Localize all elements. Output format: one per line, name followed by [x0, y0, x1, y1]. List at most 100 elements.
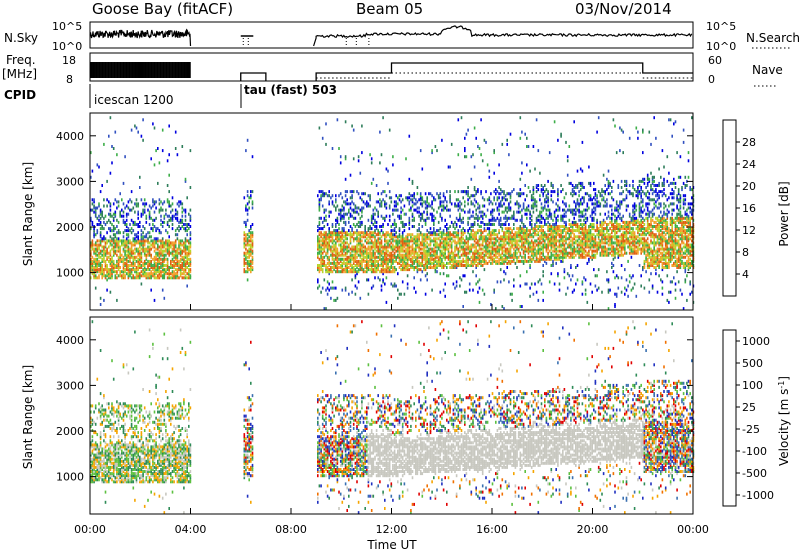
heatmap-cell	[524, 133, 526, 136]
heatmap-cell	[121, 258, 123, 261]
heatmap-cell	[160, 270, 162, 273]
heatmap-cell	[495, 202, 497, 205]
heatmap-cell	[551, 264, 553, 267]
heatmap-cell	[404, 254, 406, 257]
heatmap-cell	[360, 196, 362, 199]
heatmap-cell	[510, 207, 512, 210]
heatmap-cell	[555, 248, 557, 251]
heatmap-cell	[345, 246, 347, 249]
heatmap-cell	[348, 202, 350, 205]
heatmap-cell	[395, 194, 397, 197]
heatmap-cell	[536, 184, 538, 187]
heatmap-cell	[387, 223, 389, 226]
heatmap-cell	[361, 221, 363, 224]
heatmap-cell	[562, 229, 564, 232]
heatmap-cell	[426, 241, 428, 244]
heatmap-cell	[97, 223, 99, 226]
heatmap-cell	[449, 166, 451, 169]
heatmap-cell	[518, 202, 520, 205]
heatmap-cell	[487, 223, 489, 226]
heatmap-cell	[353, 266, 355, 269]
heatmap-cell	[441, 258, 443, 261]
heatmap-cell	[167, 231, 169, 234]
heatmap-cell	[560, 256, 562, 259]
heatmap-cell	[154, 225, 156, 228]
heatmap-cell	[345, 262, 347, 265]
heatmap-cell	[569, 241, 571, 244]
heatmap-cell	[425, 219, 427, 222]
freq-right-tick-bottom: 0	[708, 73, 715, 86]
heatmap-cell	[343, 268, 345, 271]
heatmap-cell	[159, 209, 161, 212]
heatmap-cell	[412, 205, 414, 208]
heatmap-cell	[577, 223, 579, 226]
heatmap-cell	[484, 250, 486, 253]
heatmap-cell	[580, 182, 582, 185]
heatmap-cell	[248, 235, 250, 238]
heatmap-cell	[551, 272, 553, 275]
heatmap-cell	[377, 246, 379, 249]
heatmap-cell	[131, 276, 133, 279]
heatmap-cell	[95, 258, 97, 261]
heatmap-cell	[248, 260, 250, 263]
heatmap-cell	[382, 231, 384, 234]
heatmap-cell	[394, 233, 396, 236]
heatmap-cell	[157, 182, 159, 185]
heatmap-cell	[547, 209, 549, 212]
heatmap-cell	[382, 190, 384, 193]
heatmap-cell	[95, 241, 97, 244]
heatmap-cell	[538, 231, 540, 234]
heatmap-cell	[182, 250, 184, 253]
heatmap-cell	[170, 217, 172, 220]
heatmap-cell	[343, 207, 345, 210]
heatmap-cell	[456, 241, 458, 244]
heatmap-cell	[435, 231, 437, 234]
heatmap-cell	[121, 209, 123, 212]
heatmap-cell	[103, 217, 105, 220]
heatmap-cell	[172, 215, 174, 218]
heatmap-cell	[582, 293, 584, 296]
heatmap-cell	[502, 190, 504, 193]
heatmap-cell	[252, 250, 254, 253]
heatmap-cell	[106, 239, 108, 242]
heatmap-cell	[536, 190, 538, 193]
heatmap-cell	[190, 149, 192, 152]
heatmap-cell	[560, 225, 562, 228]
heatmap-cell	[394, 205, 396, 208]
heatmap-cell	[462, 221, 464, 224]
heatmap-cell	[569, 274, 571, 277]
heatmap-cell	[472, 202, 474, 205]
heatmap-cell	[319, 190, 321, 193]
heatmap-cell	[154, 219, 156, 222]
heatmap-cell	[250, 190, 252, 193]
freq-left-tick-top: 18	[62, 54, 76, 67]
heatmap-cell	[328, 200, 330, 203]
heatmap-cell	[529, 241, 531, 244]
heatmap-cell	[190, 274, 192, 277]
heatmap-cell	[371, 231, 373, 234]
heatmap-cell	[328, 256, 330, 259]
heatmap-cell	[544, 231, 546, 234]
heatmap-cell	[180, 200, 182, 203]
heatmap-cell	[101, 250, 103, 253]
heatmap-cell	[128, 207, 130, 210]
heatmap-cell	[110, 239, 112, 242]
heatmap-cell	[430, 213, 432, 216]
heatmap-cell	[162, 237, 164, 240]
heatmap-cell	[250, 225, 252, 228]
heatmap-cell	[547, 215, 549, 218]
heatmap-cell	[108, 200, 110, 203]
heatmap-cell	[363, 200, 365, 203]
heatmap-cell	[423, 233, 425, 236]
nsky-line-1	[90, 30, 191, 46]
heatmap-cell	[520, 178, 522, 181]
heatmap-cell	[162, 289, 164, 292]
heatmap-cell	[444, 283, 446, 286]
heatmap-cell	[573, 221, 575, 224]
heatmap-cell	[165, 229, 167, 232]
heatmap-cell	[570, 264, 572, 267]
heatmap-cell	[167, 184, 169, 187]
heatmap-cell	[506, 262, 508, 265]
heatmap-cell	[245, 244, 247, 247]
heatmap-cell	[505, 194, 507, 197]
